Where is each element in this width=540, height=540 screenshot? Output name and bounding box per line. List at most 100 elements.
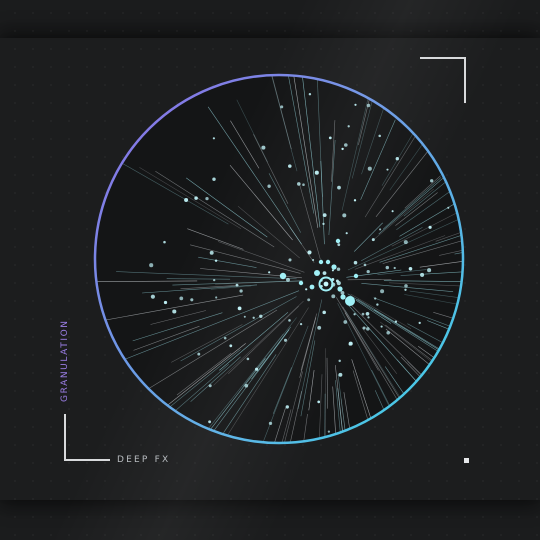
particle-dot <box>172 309 177 314</box>
ray-line <box>184 358 266 443</box>
ray-line <box>180 296 297 362</box>
ray-line <box>347 197 463 271</box>
ray-line <box>352 370 371 428</box>
ray-line <box>361 227 423 262</box>
particle-dot <box>363 263 367 267</box>
ray-line <box>331 120 336 182</box>
particle-dot <box>212 137 215 140</box>
particle-dot <box>394 320 398 323</box>
particle-dot <box>288 164 292 168</box>
particle-dot <box>379 228 382 231</box>
ray-line <box>150 310 206 325</box>
particle-dot <box>268 421 273 426</box>
ray-line <box>404 175 441 209</box>
particle-dot <box>190 298 194 302</box>
ray-line <box>308 370 315 411</box>
ray-line <box>400 356 463 443</box>
particle-dot <box>353 260 358 265</box>
ray-line <box>256 75 298 172</box>
particle-dot <box>208 420 212 424</box>
bottom-label: DEEP FX <box>117 455 171 465</box>
particle-dot <box>338 372 343 377</box>
particle-dot <box>194 196 198 200</box>
ray-line <box>228 305 299 375</box>
ray-line <box>354 235 446 270</box>
particle-dot <box>347 125 350 128</box>
ray-line <box>364 123 424 218</box>
particle-dot <box>366 269 370 274</box>
ray-line <box>297 299 323 410</box>
ray-line <box>407 361 463 443</box>
particle-dot <box>214 259 218 262</box>
ray-line <box>270 371 303 443</box>
ray-line <box>382 177 442 230</box>
ray-line <box>132 312 223 342</box>
bright-particle <box>298 280 304 286</box>
ray-line <box>297 75 321 228</box>
particle-dot <box>340 291 345 295</box>
ray-line <box>347 293 438 351</box>
particle-dot <box>179 296 184 301</box>
ray-line <box>418 345 463 443</box>
particle-dot <box>353 199 357 202</box>
ray-line <box>286 75 319 228</box>
particle-dot <box>307 298 311 302</box>
particle-dot <box>254 367 259 371</box>
ray-line <box>270 391 302 443</box>
particle-dot <box>344 143 348 147</box>
ray-line <box>351 96 374 179</box>
ray-line <box>155 171 275 248</box>
ray-line <box>361 283 454 292</box>
particle-dot <box>215 296 218 299</box>
ray-line <box>320 160 325 245</box>
ray-line <box>176 352 232 396</box>
particle-dot <box>208 384 212 388</box>
ray-line <box>131 309 278 400</box>
ray-line <box>142 284 258 294</box>
ray-line <box>360 119 396 200</box>
ray-line <box>424 269 463 275</box>
ray-line <box>435 205 463 242</box>
particle-dot <box>366 327 370 331</box>
ray-line <box>256 75 292 150</box>
particle-dot <box>335 279 339 283</box>
particle-dot <box>378 134 381 138</box>
particle-dot <box>317 325 322 330</box>
particle-dot <box>341 147 344 151</box>
ray-line <box>299 317 317 378</box>
ray-line <box>217 241 305 273</box>
ray-line <box>454 218 463 255</box>
particle-dot <box>283 338 288 342</box>
particle-dot <box>322 310 326 315</box>
bright-particle <box>353 273 359 279</box>
particle-dot <box>380 289 385 294</box>
particle-dot <box>307 250 312 255</box>
focal-core <box>323 281 329 287</box>
ray-line <box>298 182 321 260</box>
circle-fill <box>95 75 463 443</box>
particle-dot <box>367 166 372 171</box>
particle-dot <box>393 266 396 270</box>
particle-dot <box>343 320 348 324</box>
particle-dot <box>385 265 390 270</box>
particle-dot <box>345 232 348 235</box>
ray-line <box>350 293 412 330</box>
ray-line <box>396 158 463 230</box>
particle-dot <box>305 288 308 291</box>
particle-dot <box>308 92 312 96</box>
particle-dot <box>267 184 271 188</box>
ray-line <box>207 106 302 245</box>
ray-line <box>382 232 463 264</box>
ray-line <box>263 325 309 442</box>
ray-line <box>219 312 289 371</box>
ray-line <box>419 256 463 268</box>
particle-dot <box>197 352 201 356</box>
ray-line <box>343 392 368 443</box>
particle-dot <box>328 136 332 140</box>
particle-dot <box>374 297 377 300</box>
ray-line <box>337 303 423 443</box>
particle-dot <box>322 213 327 217</box>
ray-line <box>399 134 463 237</box>
particle-dot <box>205 196 209 201</box>
